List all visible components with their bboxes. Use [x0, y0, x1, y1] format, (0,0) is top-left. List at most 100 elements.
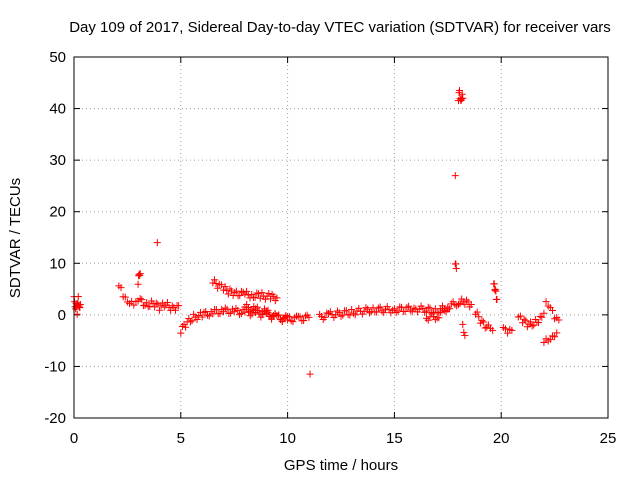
- data-point: [431, 316, 439, 324]
- data-point: [540, 309, 548, 317]
- data-point: [380, 309, 388, 317]
- y-axis-label: SDTVAR / TECUs: [7, 178, 24, 298]
- data-point: [333, 307, 341, 315]
- y-tick-label: -10: [44, 358, 66, 375]
- data-point: [220, 308, 228, 316]
- chart-title: Day 109 of 2017, Sidereal Day-to-day VTE…: [69, 19, 611, 36]
- data-point: [516, 312, 524, 320]
- data-point: [452, 260, 460, 268]
- data-point: [480, 318, 488, 326]
- data-point: [231, 288, 239, 296]
- x-axis-label: GPS time / hours: [284, 457, 398, 474]
- data-point: [135, 270, 143, 278]
- data-point: [224, 290, 232, 298]
- data-point: [430, 312, 438, 320]
- data-point: [217, 281, 225, 289]
- data-point: [351, 311, 359, 319]
- data-point: [376, 303, 384, 311]
- data-point: [210, 276, 218, 284]
- data-point: [130, 301, 138, 309]
- data-point: [373, 308, 381, 316]
- data-point: [458, 295, 466, 303]
- data-point: [491, 286, 499, 294]
- data-point: [540, 339, 548, 347]
- data-point: [255, 307, 263, 315]
- data-point: [405, 302, 413, 310]
- data-point: [300, 316, 308, 324]
- data-point: [291, 314, 299, 322]
- data-point: [243, 287, 251, 295]
- data-point: [236, 292, 244, 300]
- data-point: [234, 307, 242, 315]
- data-point: [136, 271, 144, 279]
- data-point: [551, 333, 559, 341]
- data-point: [475, 313, 483, 321]
- data-point: [548, 306, 556, 314]
- data-point: [421, 308, 429, 316]
- data-point: [73, 310, 81, 318]
- data-point: [198, 313, 206, 321]
- data-point: [182, 323, 190, 331]
- data-point: [205, 312, 213, 320]
- data-point: [389, 306, 397, 314]
- data-point: [253, 303, 261, 311]
- data-point: [501, 325, 509, 333]
- data-point: [460, 328, 468, 336]
- x-tick-label: 25: [600, 430, 617, 447]
- data-point: [278, 318, 286, 326]
- y-tick-label: 20: [49, 204, 66, 221]
- data-point: [153, 239, 161, 247]
- data-point: [143, 299, 151, 307]
- data-point: [489, 326, 497, 334]
- data-point: [437, 308, 445, 316]
- data-point: [296, 313, 304, 321]
- data-point: [284, 316, 292, 324]
- data-point: [364, 305, 372, 313]
- grid: [74, 57, 608, 418]
- data-point: [155, 306, 163, 314]
- x-tick-label: 20: [493, 430, 510, 447]
- data-point: [531, 316, 539, 324]
- data-point: [204, 311, 211, 319]
- data-point: [401, 308, 409, 316]
- data-point: [493, 295, 501, 303]
- plot-frame: [73, 56, 609, 419]
- data-point: [522, 317, 530, 325]
- data-point: [163, 298, 171, 306]
- data-point: [154, 300, 162, 308]
- data-point: [520, 315, 528, 323]
- data-point: [555, 316, 563, 324]
- data-point: [152, 299, 160, 307]
- data-point: [406, 306, 414, 314]
- y-tick-label: 50: [49, 49, 66, 66]
- data-point: [188, 317, 196, 325]
- x-tick-label: 0: [70, 430, 78, 447]
- data-point: [317, 312, 325, 320]
- data-point: [275, 311, 283, 319]
- data-point: [237, 310, 245, 318]
- data-point: [553, 329, 561, 337]
- data-point: [186, 318, 194, 326]
- x-tick-label: 5: [177, 430, 185, 447]
- data-point: [212, 280, 220, 288]
- data-point: [266, 311, 274, 319]
- data-point: [342, 307, 350, 315]
- data-point: [383, 303, 391, 311]
- data-point: [221, 304, 229, 312]
- data-point: [390, 305, 398, 313]
- x-tick-label: 15: [386, 430, 403, 447]
- data-point: [355, 304, 363, 312]
- data-point: [273, 294, 281, 302]
- data-point: [136, 295, 144, 303]
- data-point: [259, 308, 267, 316]
- data-point: [542, 298, 550, 306]
- data-point: [337, 312, 345, 320]
- data-point: [396, 303, 404, 311]
- data-point: [528, 322, 536, 330]
- tick-labels: 0 5 10 15 20 25 -20 -10 0 10 20 30 40 50: [44, 49, 616, 447]
- data-point: [221, 283, 229, 291]
- data-point: [435, 314, 443, 322]
- data-point: [136, 270, 144, 278]
- data-point: [459, 94, 467, 102]
